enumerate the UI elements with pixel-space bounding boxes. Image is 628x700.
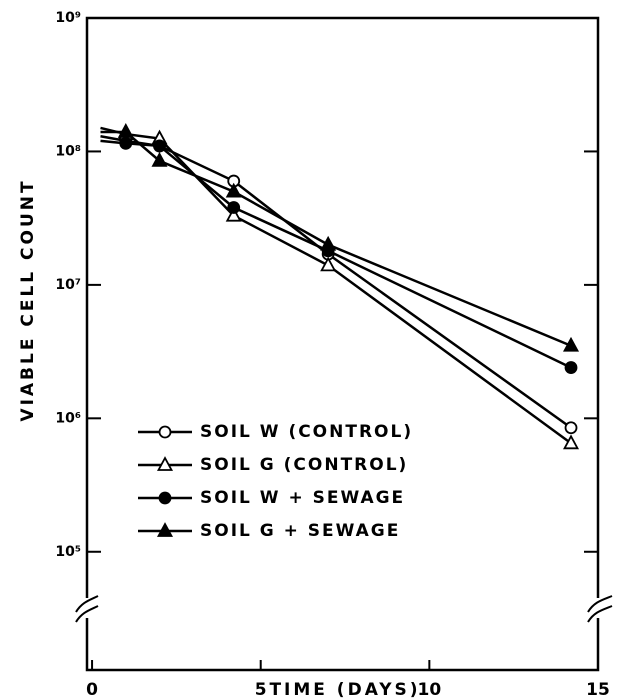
series-line <box>100 130 572 347</box>
y-tick-label: 10⁷ <box>55 277 81 293</box>
marker <box>225 206 242 222</box>
series-line <box>100 135 572 429</box>
marker <box>563 434 580 450</box>
marker <box>563 336 580 352</box>
axis-break <box>75 595 613 623</box>
legend-marker <box>156 456 174 471</box>
legend-label: SOIL W (CONTROL) <box>200 422 413 442</box>
series-line <box>100 139 572 369</box>
marker <box>564 421 578 435</box>
legend-label: SOIL W + SEWAGE <box>200 488 405 508</box>
marker <box>320 256 337 272</box>
series-line <box>100 126 572 445</box>
legend-label: SOIL G + SEWAGE <box>200 521 400 541</box>
marker <box>117 123 134 138</box>
y-axis-label: VIABLE CELL COUNT <box>18 178 38 421</box>
marker <box>119 136 133 150</box>
legend-marker <box>158 491 172 505</box>
marker <box>564 361 578 374</box>
y-tick-label: 10⁶ <box>55 410 81 426</box>
y-tick-label: 10⁸ <box>55 143 81 159</box>
marker <box>227 201 241 214</box>
legend-marker <box>156 522 174 537</box>
legend-label: SOIL G (CONTROL) <box>200 455 408 475</box>
y-tick-label: 10⁹ <box>55 10 81 26</box>
marker <box>153 139 166 153</box>
legend-marker <box>158 425 172 439</box>
marker <box>320 235 337 251</box>
plot-frame <box>85 16 600 672</box>
x-axis-label: TIME (DAYS) <box>269 680 420 700</box>
x-tick-label: 15 <box>586 680 610 700</box>
x-tick-label: 5 <box>255 680 267 700</box>
y-tick-label: 10⁵ <box>55 544 81 560</box>
marker <box>151 151 168 167</box>
x-tick-label: 0 <box>86 680 98 700</box>
x-tick-label: 10 <box>418 680 442 700</box>
marker <box>225 182 242 198</box>
